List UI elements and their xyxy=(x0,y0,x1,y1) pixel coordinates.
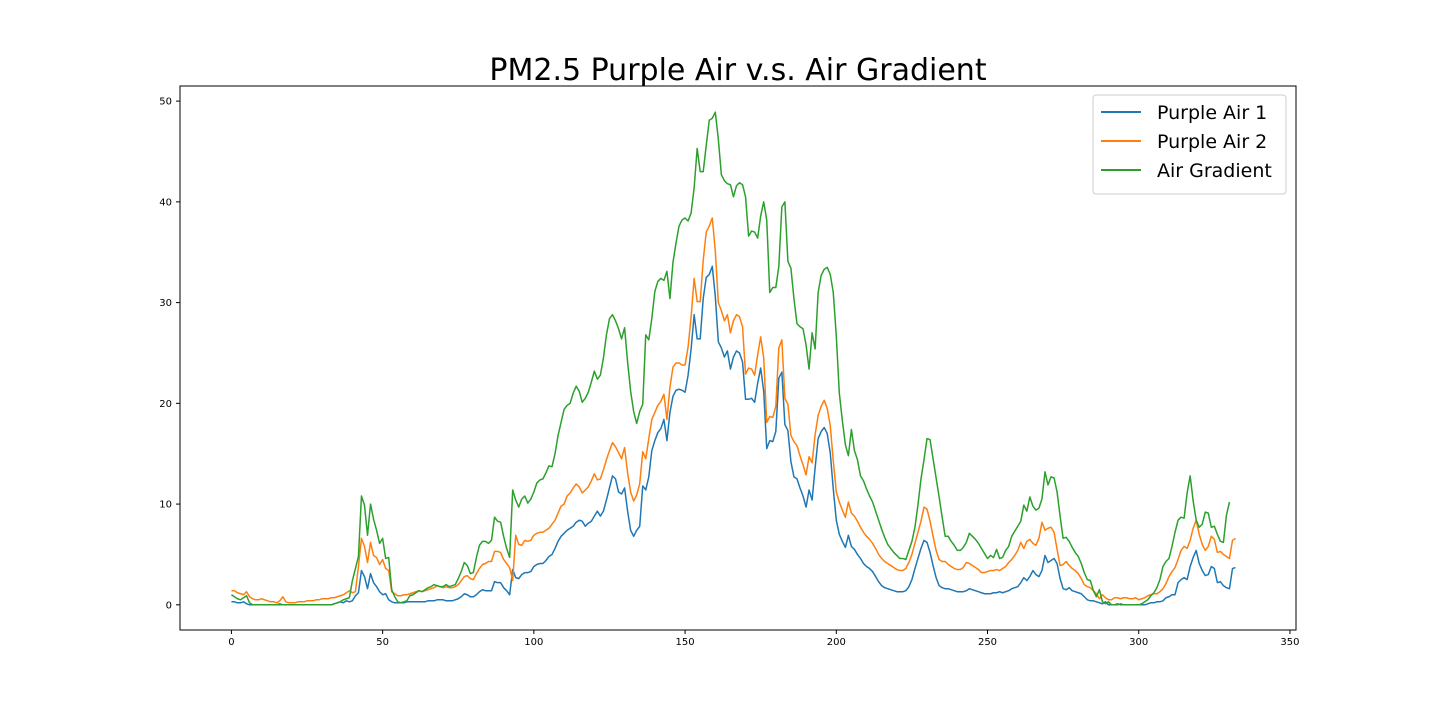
x-axis: 0 50 100 150 200 250 300 350 xyxy=(228,630,1299,648)
legend-box xyxy=(1092,94,1287,195)
x-tick-label: 200 xyxy=(827,637,846,648)
plot-area-frame xyxy=(179,85,1297,631)
x-tick-label: 350 xyxy=(1280,637,1299,648)
legend-label: Purple Air 1 xyxy=(1157,102,1267,124)
series-line-purple-air-2 xyxy=(231,217,1236,604)
y-axis: 0 10 20 30 40 50 xyxy=(159,97,180,611)
y-tick-label: 30 xyxy=(159,298,172,309)
x-tick-label: 0 xyxy=(228,637,234,648)
x-tick-label: 300 xyxy=(1129,637,1148,648)
series-lines xyxy=(230,111,1236,606)
y-tick-label: 20 xyxy=(159,399,172,410)
y-tick-label: 50 xyxy=(159,97,172,108)
y-tick-label: 0 xyxy=(166,600,172,611)
x-tick-label: 150 xyxy=(676,637,695,648)
chart-title: PM2.5 Purple Air v.s. Air Gradient xyxy=(489,53,986,88)
y-tick-label: 10 xyxy=(159,500,172,511)
legend-label: Purple Air 2 xyxy=(1157,131,1267,153)
legend-label: Air Gradient xyxy=(1157,160,1272,182)
x-tick-label: 250 xyxy=(978,637,997,648)
legend: Purple Air 1 Purple Air 2 Air Gradient xyxy=(1092,94,1287,195)
series-line-air-gradient xyxy=(230,111,1231,606)
y-tick-label: 40 xyxy=(159,197,172,208)
x-tick-label: 50 xyxy=(376,637,389,648)
x-tick-label: 100 xyxy=(524,637,543,648)
